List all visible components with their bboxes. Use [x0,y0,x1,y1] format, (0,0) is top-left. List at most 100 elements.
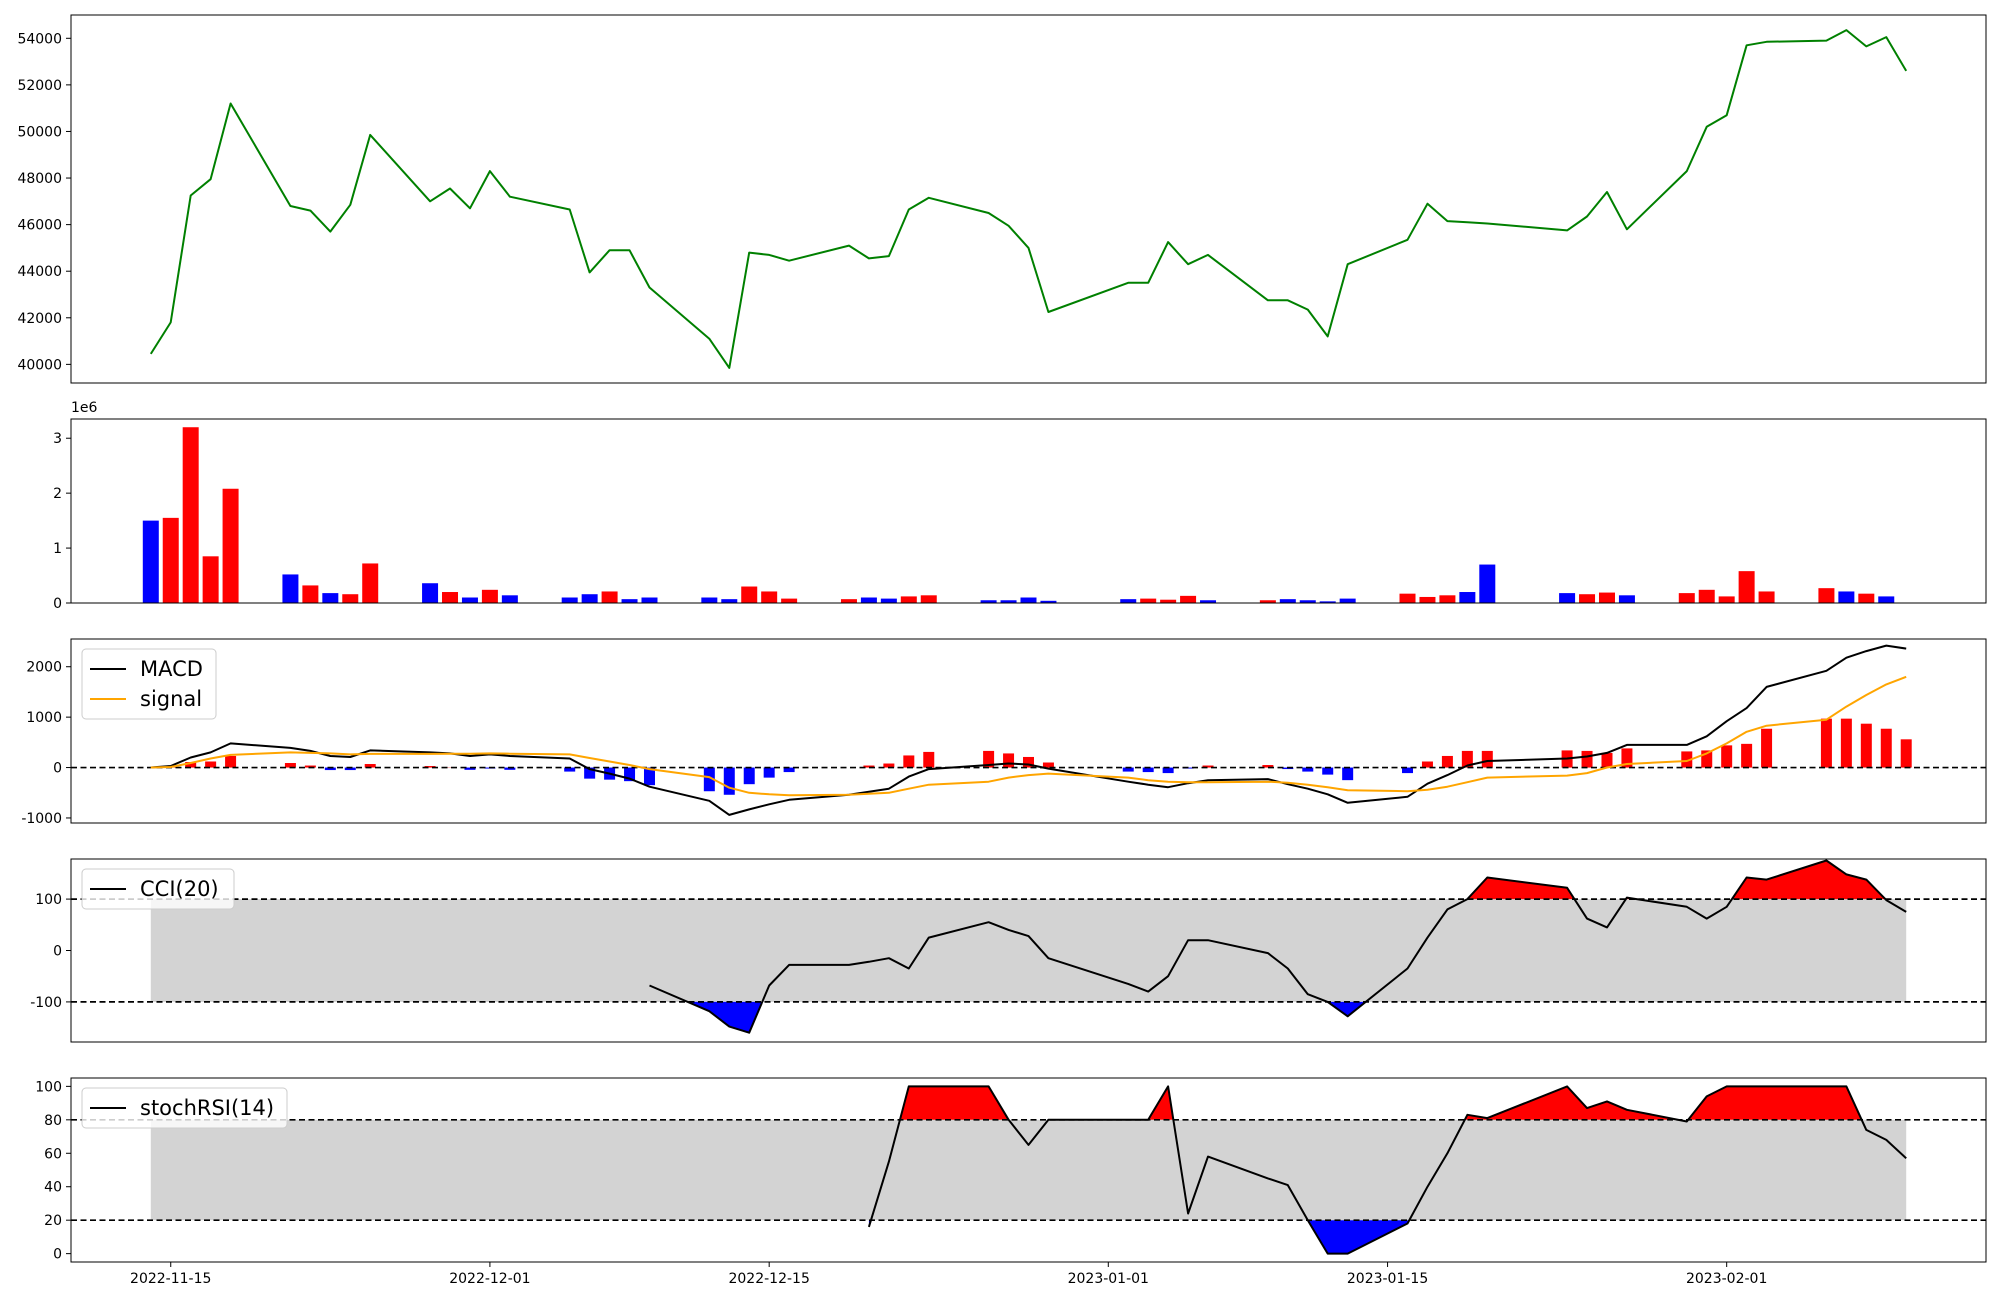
volume-bar [920,595,937,603]
macd-histogram-bar [1880,728,1892,768]
macd-histogram-bar [643,767,655,786]
x-tick-label: 2022-12-15 [728,1271,809,1287]
legend-box-4 [81,1087,288,1129]
volume-bar [162,517,179,603]
volume-bar [1858,593,1875,603]
oversold-fill [1307,1220,1410,1254]
macd-histogram-bar [1262,765,1274,768]
volume-bar [422,583,439,603]
macd-histogram-bar [1481,750,1493,768]
macd-histogram-bar [1581,750,1593,768]
volume-bar [701,597,718,603]
volume-bar [1160,599,1177,603]
macd-histogram-bar [723,767,735,795]
volume-bar [481,589,498,603]
volume-bar [641,597,658,603]
macd-histogram-bar [1860,723,1872,768]
y-tick-label: 0 [53,596,62,612]
volume-bar [322,593,339,603]
macd-histogram-bar [1202,765,1214,768]
volume-bar [1479,564,1496,603]
legend-label: signal [140,687,202,711]
macd-histogram-bar [1601,752,1613,768]
volume-bar [1279,599,1296,603]
overbought-fill [1467,877,1575,900]
macd-histogram-bar [1042,762,1054,768]
macd-histogram-bar [564,767,576,772]
macd-histogram-bar [863,765,875,768]
oversold-fill [1327,1001,1366,1017]
y-tick-label: 48000 [17,171,62,187]
legend-label: CCI(20) [140,877,219,901]
y-tick-label: 40000 [17,357,62,373]
neutral-band [150,899,1907,1002]
macd-histogram-bar [1342,767,1354,781]
macd-histogram-bar [464,767,476,770]
macd-histogram-bar [304,765,316,768]
y-tick-label: 100 [35,1079,62,1095]
volume-bar [282,574,299,603]
volume-bar [1698,589,1715,603]
overbought-fill [899,1086,1009,1120]
panel-2-background [71,639,1986,823]
volume-bar [1559,593,1576,603]
volume-bar [442,592,459,603]
y-tick-label: -100 [30,995,62,1011]
volume-bar [1818,588,1835,603]
volume-bar [222,488,239,603]
y-tick-label: 80 [44,1113,62,1129]
x-tick-label: 2023-01-15 [1347,1271,1428,1287]
volume-bar [1299,600,1316,603]
legend-box-2 [81,648,217,720]
volume-bar [721,599,738,603]
y-tick-label: 0 [53,944,62,960]
volume-bar [501,595,518,603]
y-tick-label: 46000 [17,218,62,234]
macd-histogram-bar [185,762,197,768]
y-tick-label: 40 [44,1180,62,1196]
y-tick-label: 2000 [26,660,62,676]
macd-histogram-bar [1421,761,1433,768]
macd-histogram-bar [743,767,755,785]
volume-bar [202,556,219,603]
volume-bar [980,600,997,603]
volume-bar [1738,571,1755,603]
panel-0-frame [70,14,1987,384]
y-tick-label: 50000 [17,124,62,140]
volume-bar [142,520,159,603]
macd-histogram-bar [1820,718,1832,768]
volume-bar [1838,591,1855,603]
macd-histogram-bar [1162,767,1174,774]
macd-histogram-bar [364,764,376,768]
volume-bar [581,594,598,603]
indicator-line [867,1085,1907,1255]
volume-bar [1598,592,1615,603]
panel-3-frame [70,858,1987,1043]
macd-histogram-bar [1003,753,1015,768]
y-tick-label: 60 [44,1146,62,1162]
macd-histogram-bar [783,767,795,773]
macd-histogram-bar [344,767,356,771]
y-tick-label: 2 [53,486,62,502]
macd-histogram-bar [225,755,237,768]
volume-bar [900,596,917,603]
y-tick-label: 42000 [17,311,62,327]
macd-histogram-bar [983,750,995,768]
macd-histogram-bar [504,767,516,770]
panel-1-background [71,419,1986,603]
indicator-line [649,859,1907,1034]
volume-bar [362,563,379,603]
overbought-fill [1688,1086,1862,1120]
y-tick-label: 52000 [17,78,62,94]
x-tick-label: 2023-02-01 [1686,1271,1767,1287]
volume-bar [461,597,478,603]
macd-histogram-bar [923,751,935,768]
y-tick-label: 3 [53,431,62,447]
macd-histogram-bar [284,763,296,768]
volume-bar [1000,600,1017,603]
y-tick-label: -1000 [21,811,62,827]
volume-exponent-label: 1e6 [71,400,98,416]
x-tick-label: 2022-11-15 [130,1271,211,1287]
overbought-fill [1048,1086,1174,1120]
volume-bar [741,586,758,603]
